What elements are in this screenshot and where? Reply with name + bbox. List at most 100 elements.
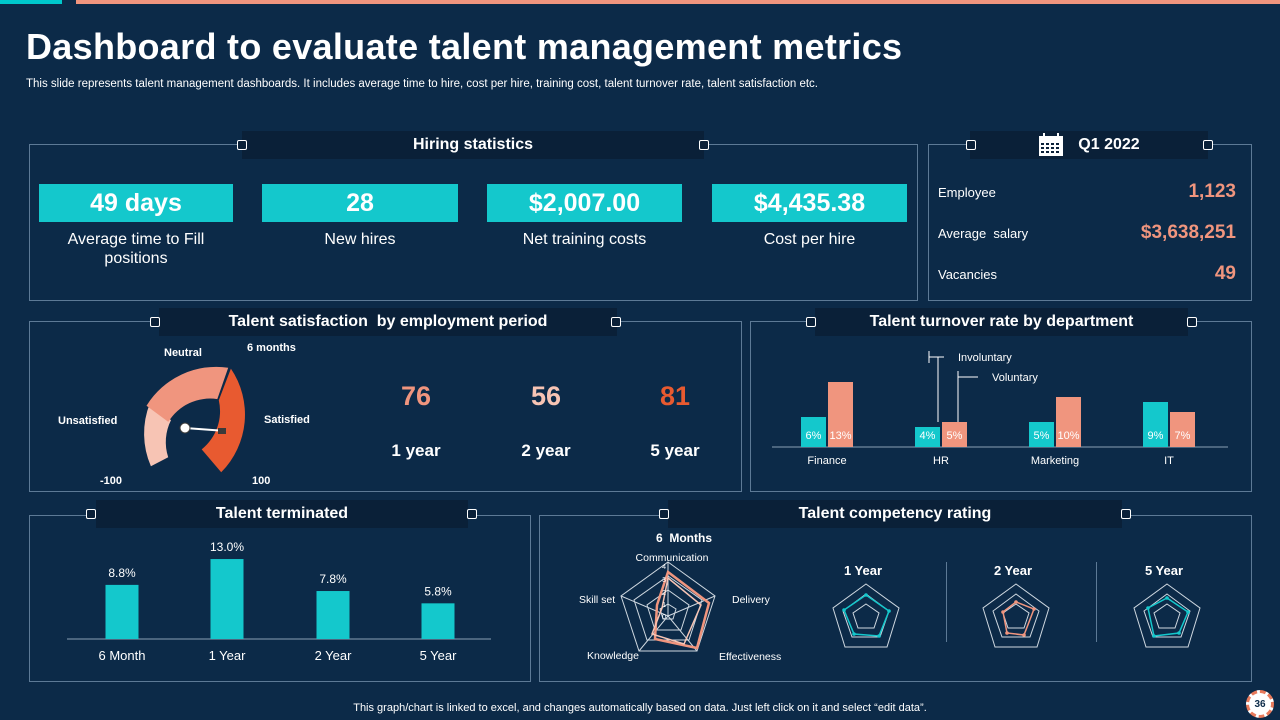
top-accent-salmon xyxy=(76,0,1280,4)
q1-label-employee: Employee xyxy=(938,185,996,200)
header-handle xyxy=(611,317,621,327)
satisfaction-period-2-year: 2 year xyxy=(521,441,571,460)
gauge-label-months: 6 months xyxy=(247,342,296,354)
turnover-bar-voluntary-hr xyxy=(942,422,967,447)
turnover-category-label: HR xyxy=(933,455,949,467)
turnover-data-label: 5% xyxy=(1034,430,1050,442)
radar-label-2-year: 2 Year xyxy=(993,563,1033,578)
header-handle xyxy=(1121,509,1131,519)
radar-label-1-year: 1 Year xyxy=(843,563,883,578)
radar-scale-1: 1 xyxy=(662,602,666,609)
page-number-badge: 36 xyxy=(1246,690,1274,718)
radar-label-5-year: 5 Year xyxy=(1144,563,1184,578)
turnover-header: Talent turnover rate by department xyxy=(815,308,1188,336)
turnover-bar-involuntary-finance xyxy=(801,417,826,447)
q1-label-vacancies: Vacancies xyxy=(938,267,998,282)
stat-value-new-hires: 28 xyxy=(262,184,458,222)
gauge-label-unsatisfied: Unsatisfied xyxy=(58,415,118,427)
turnover-data-label: 6% xyxy=(806,430,822,442)
q1-summary-header: Q1 2022 xyxy=(970,131,1208,159)
turnover-title: Talent turnover rate by department xyxy=(869,313,1134,330)
stat-label-training-costs: Net training costs xyxy=(522,231,647,248)
top-accent-teal xyxy=(0,0,62,4)
radar-scale-0: 0 xyxy=(662,614,666,621)
radar-scale-2: 2 xyxy=(662,590,666,597)
satisfaction-title: Talent satisfaction by employment period xyxy=(228,313,548,330)
header-handle xyxy=(659,509,669,519)
radar-series-2-year xyxy=(1002,601,1035,636)
turnover-chart: 6% 13% Finance 4% 5% HR 5% 10% Marketing 9% 7% IT In… xyxy=(772,351,1228,467)
q1-value-vacancies: 49 xyxy=(1214,263,1236,284)
page-title: Dashboard to evaluate talent management … xyxy=(26,26,903,67)
turnover-data-label: 10% xyxy=(1057,430,1079,442)
header-handle xyxy=(86,509,96,519)
gauge-segment-neutral xyxy=(146,366,229,422)
stat-label-time-to-fill: Average time to Fill positions xyxy=(67,231,205,267)
competency-radar-2-year xyxy=(982,583,1050,648)
satisfaction-gauge xyxy=(144,366,245,473)
turnover-data-label: 7% xyxy=(1175,430,1191,442)
gauge-segment-unsatisfied xyxy=(144,403,171,467)
turnover-data-label: 9% xyxy=(1148,430,1164,442)
terminated-data-label: 7.8% xyxy=(319,572,347,586)
competency-header: Talent competency rating xyxy=(668,500,1122,528)
radar-divider xyxy=(1096,562,1097,642)
radar-series-6-months xyxy=(653,569,711,650)
satisfaction-value-5-year: 81 xyxy=(659,381,691,411)
competency-title: Talent competency rating xyxy=(798,505,992,522)
competency-main-label: 6 Months xyxy=(656,531,712,545)
terminated-bar-6-month xyxy=(105,584,139,639)
turnover-category-label: Marketing xyxy=(1031,455,1079,467)
terminated-bar-2-year xyxy=(316,591,350,639)
radar-scale-4: 4 xyxy=(662,564,666,571)
terminated-category-label: 5 Year xyxy=(420,648,458,663)
turnover-data-label: 13% xyxy=(829,430,851,442)
header-handle xyxy=(966,140,976,150)
turnover-bar-involuntary-hr xyxy=(915,427,940,447)
satisfaction-value-2-year: 56 xyxy=(530,381,562,411)
gauge-label-min: -100 xyxy=(100,475,123,487)
gauge-label-satisfied: Satisfied xyxy=(264,414,310,426)
terminated-data-label: 8.8% xyxy=(108,566,136,580)
q1-label-average-salary: Average salary xyxy=(938,226,1029,241)
radar-series-1-year xyxy=(843,594,890,637)
stat-label-new-hires: New hires xyxy=(324,231,396,248)
header-handle xyxy=(1203,140,1213,150)
stat-value-cost-per-hire: $4,435.38 xyxy=(712,184,907,222)
stat-label-cost-per-hire: Cost per hire xyxy=(763,231,856,248)
competency-radar-main: 4 3 2 1 0 Communication Delivery Effecti… xyxy=(579,552,781,663)
radar-axis-skill-set: Skill set xyxy=(579,594,615,606)
hiring-statistics-panel xyxy=(29,144,918,301)
stat-value-training-costs: $2,007.00 xyxy=(487,184,682,222)
turnover-legend-involuntary: Involuntary xyxy=(958,352,1012,364)
terminated-category-label: 1 Year xyxy=(209,648,247,663)
footer-note: This graph/chart is linked to excel, and… xyxy=(353,702,927,714)
calendar-icon xyxy=(1039,133,1064,156)
terminated-category-label: 6 Month xyxy=(99,648,146,663)
gauge-segment-satisfied xyxy=(201,368,245,473)
turnover-legend: Involuntary Voluntary xyxy=(928,351,1038,422)
terminated-chart: 8.8% 6 Month 13.0% 1 Year 7.8% 2 Year 5.8% 5 Ye… xyxy=(67,540,491,663)
header-handle xyxy=(1187,317,1197,327)
hiring-statistics-title: Hiring statistics xyxy=(412,136,534,153)
radar-axis-delivery: Delivery xyxy=(732,594,771,606)
turnover-category-label: IT xyxy=(1164,455,1174,467)
gauge-pivot xyxy=(179,422,191,434)
q1-value-employee: 1,123 xyxy=(1188,181,1236,202)
competency-radar-1-year xyxy=(832,583,900,648)
radar-axis-effectiveness: Effectiveness xyxy=(719,651,781,663)
turnover-data-label: 5% xyxy=(947,430,963,442)
radar-scale-3: 3 xyxy=(662,577,666,584)
satisfaction-period-1-year: 1 year xyxy=(391,441,441,460)
radar-series-6-months-inner xyxy=(651,576,702,645)
page-subtitle: This slide represents talent management … xyxy=(26,78,818,90)
terminated-category-label: 2 Year xyxy=(315,648,353,663)
terminated-data-label: 13.0% xyxy=(210,540,244,554)
turnover-category-label: Finance xyxy=(807,455,846,467)
turnover-legend-voluntary: Voluntary xyxy=(992,372,1038,384)
terminated-data-label: 5.8% xyxy=(424,584,452,598)
turnover-bar-voluntary-marketing xyxy=(1056,397,1081,447)
satisfaction-period-5-year: 5 year xyxy=(650,441,700,460)
turnover-bar-involuntary-it xyxy=(1143,402,1168,447)
gauge-label-neutral: Neutral xyxy=(164,347,202,359)
